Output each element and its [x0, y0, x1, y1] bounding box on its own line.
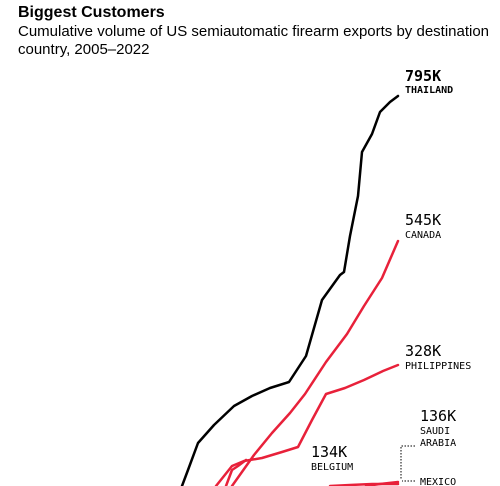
- label-country-philippines: PHILIPPINES: [405, 361, 471, 372]
- label-country-belgium: BELGIUM: [311, 462, 353, 473]
- series-line-thailand: [180, 94, 400, 486]
- series-line-philippines: [214, 363, 400, 486]
- label-country-mexico: MEXICO: [420, 477, 456, 486]
- chart-title: Biggest Customers: [18, 4, 165, 21]
- series-line-canada: [230, 239, 400, 486]
- series-line-belgium: [224, 458, 248, 486]
- label-country-saudi: SAUDI: [420, 426, 450, 437]
- chart-subtitle: Cumulative volume of US semiautomatic fi…: [18, 23, 490, 58]
- label-country-thailand: THAILAND: [405, 85, 453, 96]
- label-country-arabia: ARABIA: [420, 438, 456, 449]
- label-value-philippines: 328K: [405, 342, 441, 360]
- leader-line-saudi-arabia: [400, 445, 415, 480]
- label-value-belgium: 134K: [311, 443, 347, 461]
- label-value-canada: 545K: [405, 211, 441, 229]
- label-country-canada: CANADA: [405, 230, 441, 241]
- label-value-thailand: 795K: [405, 67, 441, 85]
- label-value-saudi-arabia: 136K: [420, 407, 456, 425]
